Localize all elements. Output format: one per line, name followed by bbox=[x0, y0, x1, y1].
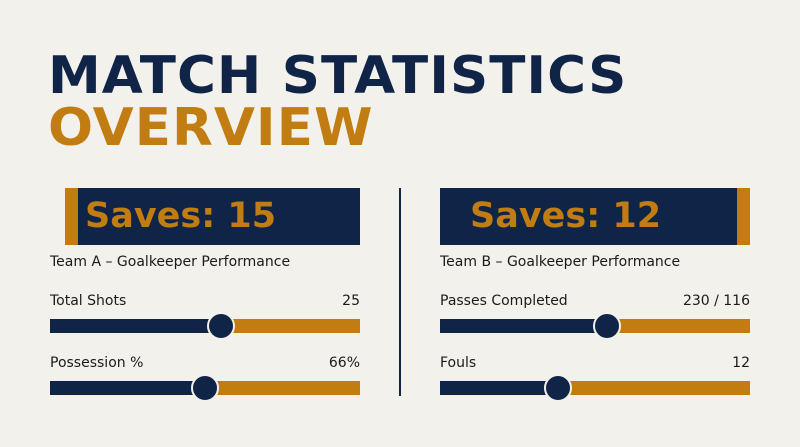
stat-label: Passes Completed bbox=[440, 293, 568, 309]
slider-rest bbox=[607, 319, 750, 333]
banner: Saves: 12 bbox=[440, 188, 750, 245]
slider-fill bbox=[440, 381, 558, 395]
banner-text: Saves: 15 bbox=[85, 196, 277, 236]
caption: Team B – Goalkeeper Performance bbox=[440, 254, 681, 270]
stat-label: Fouls bbox=[440, 355, 477, 371]
slider-knob bbox=[543, 374, 572, 402]
stat-panel: Saves: 12 Team B – Goalkeeper Performance… bbox=[440, 188, 752, 408]
banner-stripe bbox=[737, 188, 750, 245]
slider-fill bbox=[50, 381, 205, 395]
slider-track bbox=[440, 312, 750, 340]
subtitle: OVERVIEW bbox=[48, 98, 374, 158]
slider-rest bbox=[220, 319, 360, 333]
stat-panel: Saves: 15 Team A – Goalkeeper Performance… bbox=[50, 188, 362, 408]
stat-value: 12 bbox=[732, 355, 750, 371]
slider-knob bbox=[206, 312, 235, 340]
banner-text: Saves: 12 bbox=[470, 196, 662, 236]
slider-knob bbox=[191, 374, 219, 402]
slider-track bbox=[440, 374, 750, 402]
slider-fill bbox=[440, 319, 608, 333]
slider-rest bbox=[557, 381, 750, 395]
stat-value: 66% bbox=[328, 355, 360, 371]
stat-value: 25 bbox=[342, 293, 360, 309]
slider-knob bbox=[593, 312, 622, 340]
title: MATCH STATISTICS bbox=[48, 46, 628, 106]
stat-label: Possession % bbox=[50, 355, 144, 371]
stat-label: Total Shots bbox=[50, 293, 127, 309]
slider-track bbox=[50, 312, 360, 340]
banner-stripe bbox=[65, 188, 78, 245]
slider-rest bbox=[205, 381, 360, 395]
banner: Saves: 15 bbox=[65, 188, 360, 245]
stat-value: 230 / 116 bbox=[682, 293, 750, 309]
slider-fill bbox=[50, 319, 221, 333]
slider-track bbox=[50, 374, 360, 402]
divider bbox=[399, 188, 401, 396]
caption: Team A – Goalkeeper Performance bbox=[50, 254, 291, 270]
